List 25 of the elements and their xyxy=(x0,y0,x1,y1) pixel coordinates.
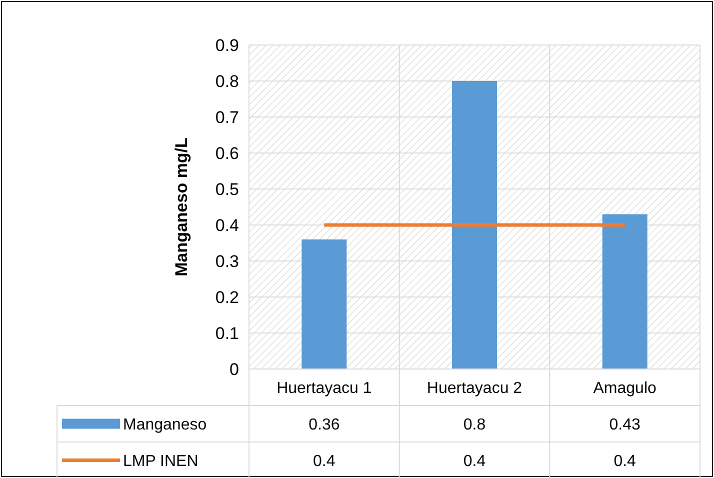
data-label: 0.4 xyxy=(313,452,336,470)
y-tick-label: 0.8 xyxy=(215,72,239,91)
legend-label: LMP INEN xyxy=(123,452,198,470)
x-tick-label: Huertayacu 1 xyxy=(276,380,372,397)
x-tick-label: Huertayacu 2 xyxy=(426,380,522,397)
y-tick-label: 0 xyxy=(230,360,239,379)
y-tick-label: 0.1 xyxy=(215,324,239,343)
y-tick-label: 0.6 xyxy=(215,144,239,163)
y-axis-title: Manganeso mg/L xyxy=(172,138,191,276)
y-tick-label: 0.3 xyxy=(215,252,239,271)
y-tick-label: 0.5 xyxy=(215,180,239,199)
bar xyxy=(602,214,648,369)
data-label: 0.36 xyxy=(308,416,340,434)
y-tick-label: 0.9 xyxy=(215,36,239,55)
data-label: 0.8 xyxy=(463,416,486,434)
x-tick-label: Amagulo xyxy=(593,380,657,397)
data-label: 0.43 xyxy=(609,416,641,434)
data-label: 0.4 xyxy=(463,452,486,470)
y-tick-label: 0.4 xyxy=(215,216,239,235)
y-tick-label: 0.7 xyxy=(215,108,239,127)
legend-label: Manganeso xyxy=(123,416,207,434)
bar xyxy=(302,239,347,369)
y-tick-label: 0.2 xyxy=(215,288,239,307)
data-label: 0.4 xyxy=(614,452,636,470)
bar xyxy=(452,81,497,369)
